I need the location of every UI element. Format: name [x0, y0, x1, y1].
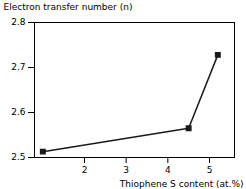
svg-text:4: 4	[165, 165, 171, 175]
svg-text:5: 5	[207, 165, 213, 175]
svg-text:2.6: 2.6	[11, 107, 26, 117]
svg-text:3: 3	[123, 165, 129, 175]
svg-text:Thiophene S content (at.%): Thiophene S content (at.%)	[119, 179, 244, 189]
svg-text:2.8: 2.8	[11, 17, 26, 27]
svg-text:2.7: 2.7	[11, 62, 25, 72]
svg-text:Electron transfer number (n): Electron transfer number (n)	[4, 2, 133, 12]
svg-text:2.5: 2.5	[11, 152, 25, 162]
svg-text:2: 2	[82, 165, 88, 175]
